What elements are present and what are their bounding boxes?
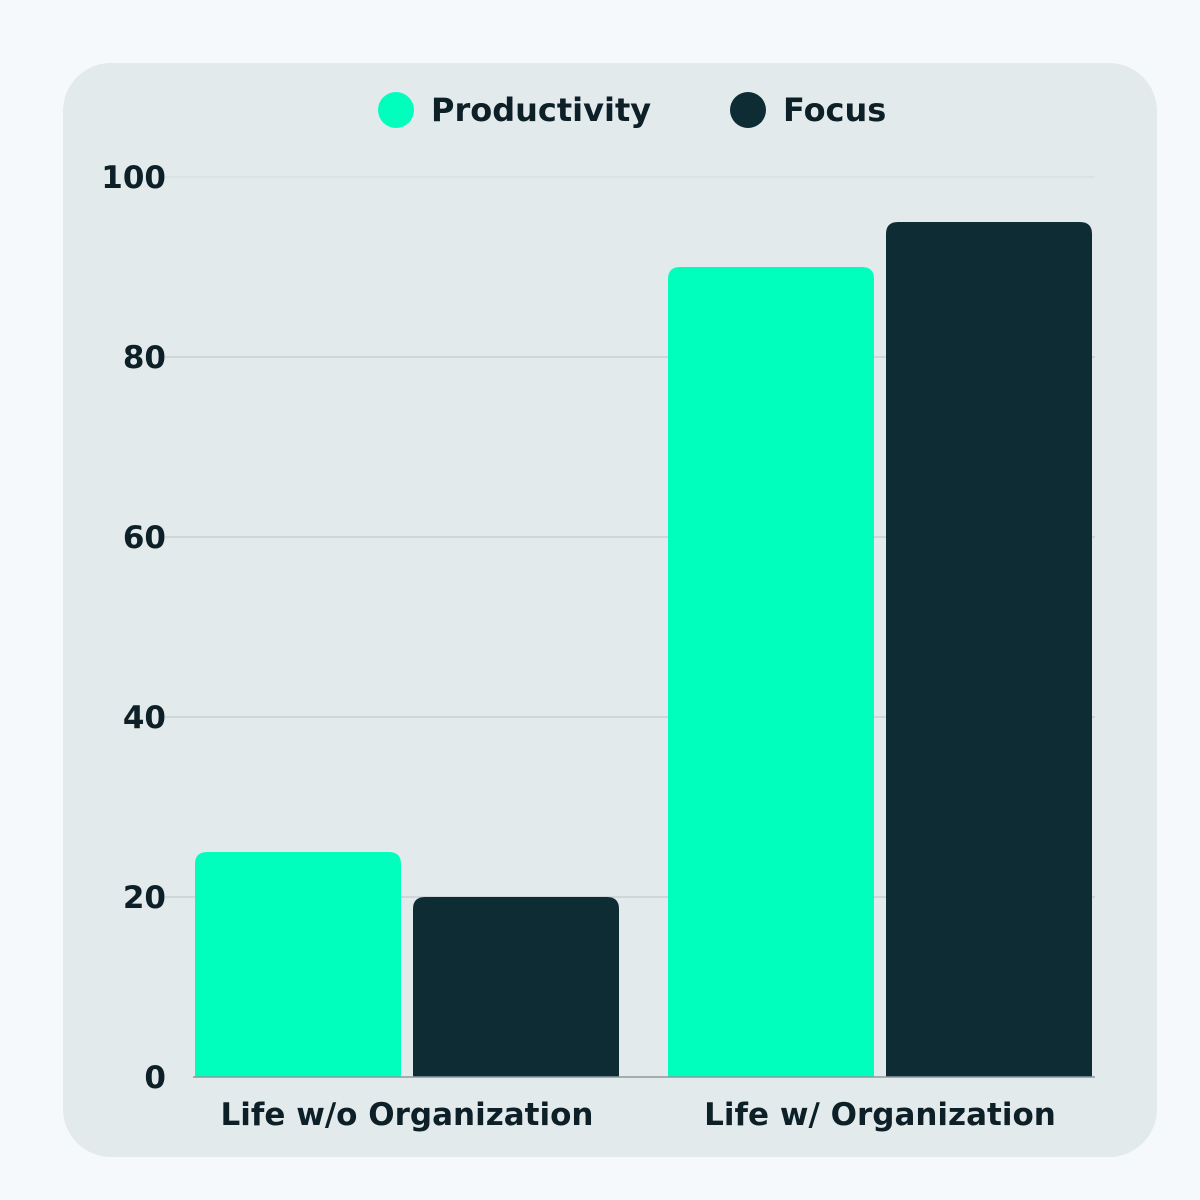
legend-swatch-focus [730, 92, 766, 128]
y-tick-label: 20 [123, 880, 166, 916]
legend-item-productivity: Productivity [378, 88, 651, 132]
bar-productivity-1 [195, 852, 401, 1077]
y-tick-label: 80 [123, 340, 166, 376]
y-tick-label: 40 [123, 700, 166, 736]
bar-productivity-2 [668, 267, 874, 1077]
bar-focus-1 [413, 897, 619, 1077]
legend-label-productivity: Productivity [431, 91, 652, 129]
y-tick-label: 100 [101, 160, 166, 196]
y-tick-label: 60 [123, 520, 166, 556]
bar-focus-2 [886, 222, 1092, 1077]
x-category-label: Life w/o Organization [221, 1097, 594, 1133]
legend-label-focus: Focus [783, 91, 887, 129]
legend-item-focus: Focus [730, 88, 886, 132]
y-tick-label: 0 [144, 1060, 166, 1096]
x-category-label: Life w/ Organization [704, 1097, 1056, 1133]
legend: Productivity Focus [0, 88, 1200, 132]
legend-swatch-productivity [378, 92, 414, 128]
